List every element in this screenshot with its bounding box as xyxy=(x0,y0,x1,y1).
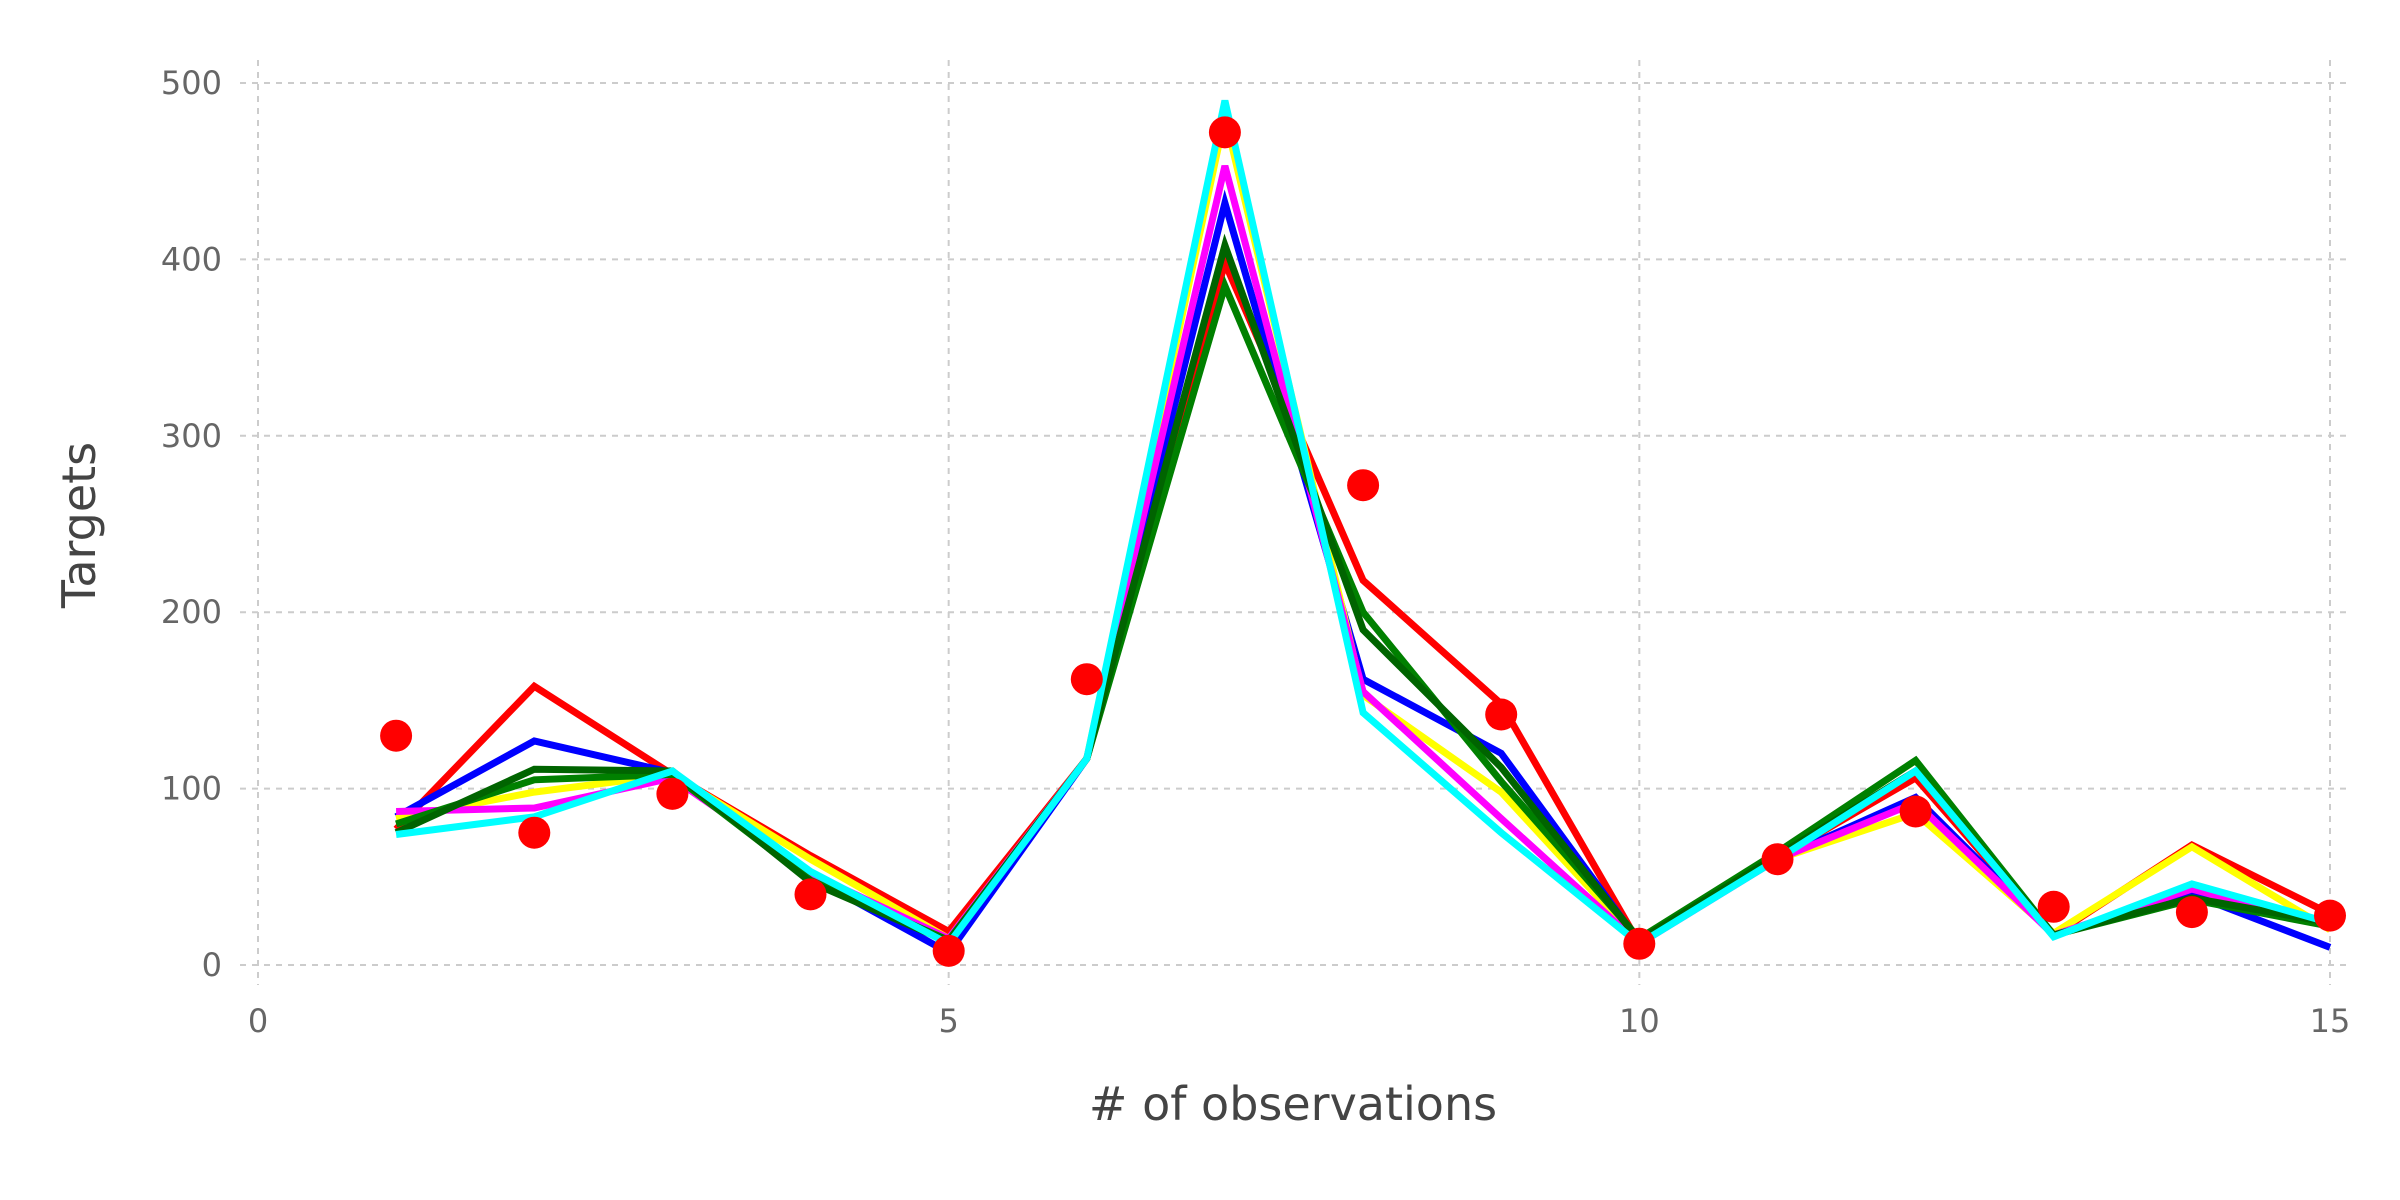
series-line-6 xyxy=(394,233,2331,947)
observation-point xyxy=(1208,116,1241,149)
grid xyxy=(240,60,2350,985)
observation-points xyxy=(380,116,2346,967)
observation-point xyxy=(932,934,965,967)
series-line-3 xyxy=(395,115,2332,947)
y-tick-label: 500 xyxy=(161,64,222,102)
observation-point xyxy=(380,719,413,752)
observation-point xyxy=(1485,698,1518,731)
x-tick-label: 0 xyxy=(248,1002,268,1040)
x-tick-label: 15 xyxy=(2310,1002,2351,1040)
observation-point xyxy=(1347,469,1380,502)
series-line-7 xyxy=(395,99,2331,949)
tick-labels: 0 100 200 300 400 500 0 5 10 15 xyxy=(161,64,2350,1040)
observation-point xyxy=(2175,896,2208,929)
observation-point xyxy=(656,777,689,810)
observation-point xyxy=(794,878,827,911)
y-tick-label: 400 xyxy=(161,240,222,278)
series-line-4 xyxy=(396,165,2331,949)
observation-point xyxy=(1070,663,1103,696)
y-tick-label: 200 xyxy=(161,593,222,631)
y-tick-label: 0 xyxy=(202,946,222,984)
observation-point xyxy=(1899,795,1932,828)
y-tick-label: 300 xyxy=(161,417,222,455)
y-axis-label: Targets xyxy=(52,442,106,609)
observation-point xyxy=(1623,927,1656,960)
y-tick-label: 100 xyxy=(161,770,222,808)
observation-point xyxy=(1761,843,1794,876)
x-tick-label: 10 xyxy=(1619,1002,1660,1040)
observation-point xyxy=(2314,899,2346,932)
series-lines xyxy=(393,99,2332,958)
x-axis-label: # of observations xyxy=(1089,1077,1497,1131)
observation-point xyxy=(518,816,551,849)
observation-point xyxy=(2037,890,2070,923)
x-tick-label: 5 xyxy=(938,1002,958,1040)
